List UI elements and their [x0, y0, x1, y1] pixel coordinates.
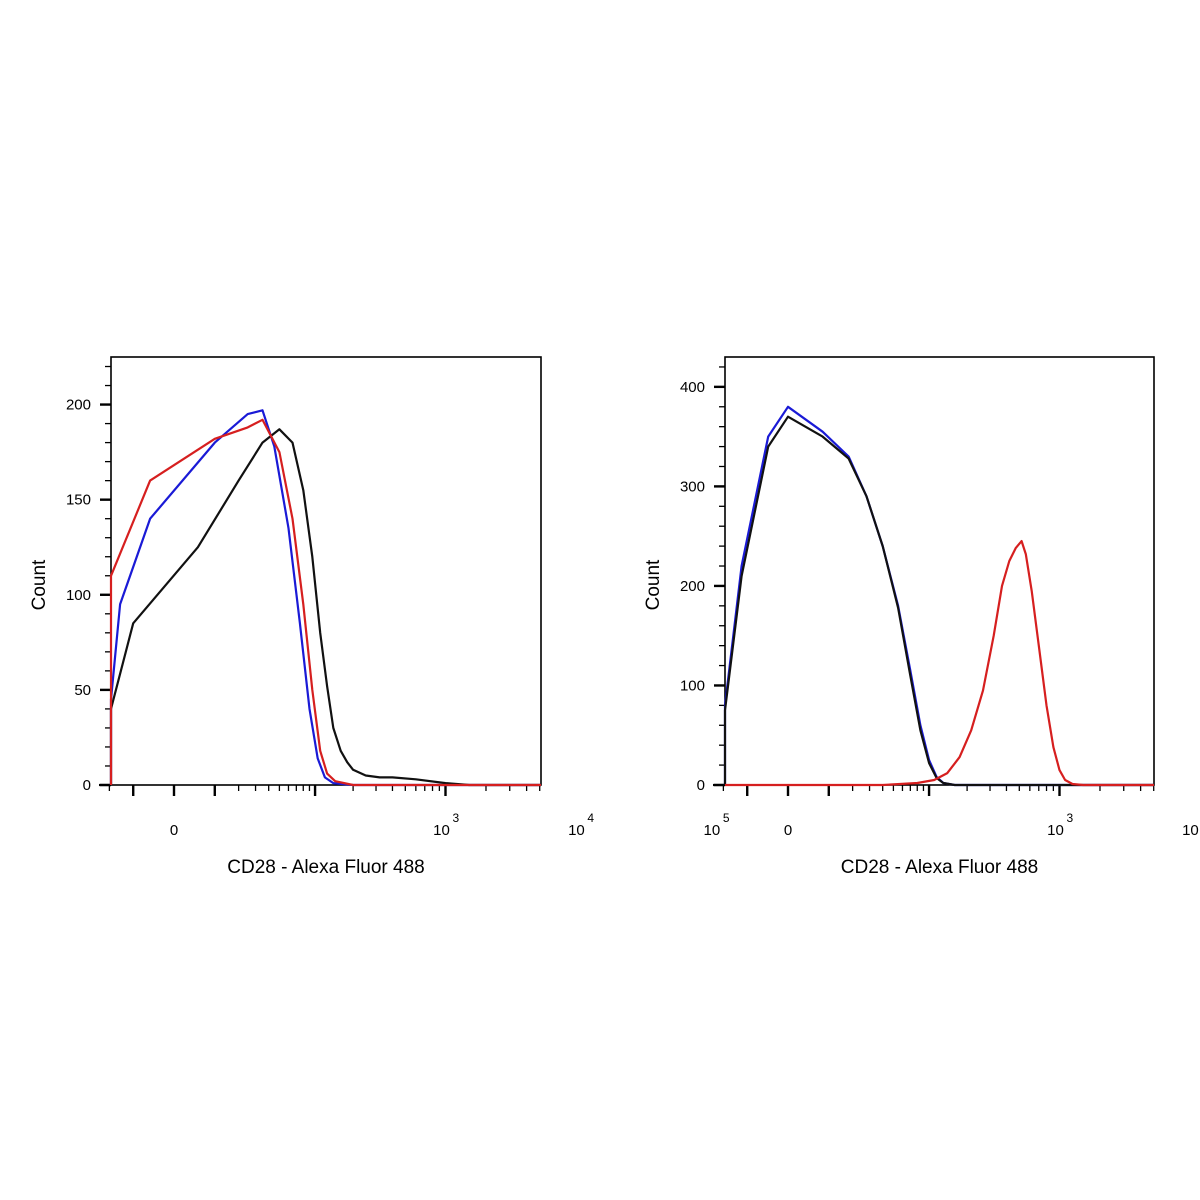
y-tick-label: 400 — [680, 379, 705, 396]
x-tick-label: 10 — [1047, 822, 1064, 839]
red-histogram-curve — [109, 418, 541, 787]
y-tick-label: 0 — [83, 777, 91, 794]
x-tick-exponent: 4 — [587, 811, 594, 825]
x-tick-label: 10 — [433, 822, 450, 839]
y-axis-title: Count — [643, 559, 664, 610]
blue-histogram-curve — [109, 409, 541, 787]
curve-layer — [723, 405, 1154, 787]
axes-layer: 01002003004000103104105 — [680, 366, 1199, 839]
y-tick-label: 300 — [680, 478, 705, 495]
blue-histogram-curve — [723, 405, 1154, 787]
x-tick-label: 0 — [784, 822, 792, 839]
x-tick-label: 0 — [170, 822, 178, 839]
y-tick-label: 100 — [680, 677, 705, 694]
red-histogram-curve — [725, 540, 1154, 787]
y-tick-label: 100 — [66, 587, 91, 604]
black-histogram-curve — [723, 415, 1154, 787]
x-tick-label: 10 — [568, 822, 585, 839]
y-tick-label: 200 — [680, 578, 705, 595]
y-tick-label: 0 — [697, 777, 705, 794]
x-axis-title: CD28 - Alexa Fluor 488 — [227, 857, 425, 878]
histogram-panel-right: 01002003004000103104105 CD28 - Alexa Flu… — [643, 356, 1199, 878]
y-tick-label: 50 — [74, 682, 91, 699]
x-tick-exponent: 5 — [723, 811, 730, 825]
x-axis-title: CD28 - Alexa Fluor 488 — [841, 857, 1039, 878]
x-tick-exponent: 3 — [453, 811, 460, 825]
y-tick-label: 200 — [66, 397, 91, 414]
x-tick-label: 10 — [703, 822, 720, 839]
x-tick-exponent: 3 — [1067, 811, 1074, 825]
curve-layer — [109, 409, 541, 787]
plot-frame — [724, 356, 1155, 786]
black-histogram-curve — [109, 428, 541, 787]
y-tick-label: 150 — [66, 492, 91, 509]
plot-frame — [110, 356, 542, 786]
x-tick-label: 10 — [1182, 822, 1199, 839]
y-axis-title: Count — [29, 559, 50, 610]
